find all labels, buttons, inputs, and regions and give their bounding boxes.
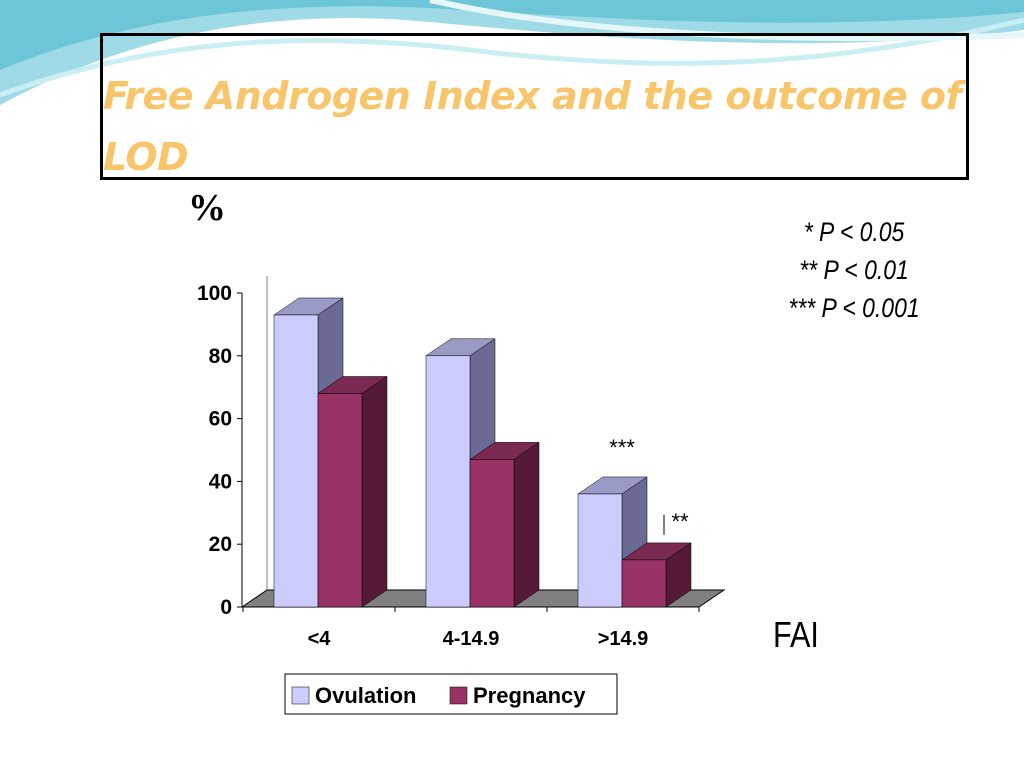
slide-title: Free Androgen Index and the outcome of L… <box>103 74 962 179</box>
significance-key: * P < 0.05 ** P < 0.01 *** P < 0.001 <box>738 213 970 327</box>
y-tick-label: 80 <box>209 345 232 368</box>
y-tick-label: 40 <box>209 470 232 493</box>
bar-pregnancy <box>621 559 667 608</box>
bar-side <box>513 441 540 608</box>
bar-side <box>361 376 388 608</box>
bar-pregnancy <box>317 393 363 608</box>
x-tick-label: <4 <box>308 628 332 650</box>
bar-pregnancy <box>469 459 515 608</box>
y-tick-label: 60 <box>209 408 232 431</box>
bar-ovulation <box>425 355 471 608</box>
x-tick-label: >14.9 <box>598 628 649 650</box>
legend-label: Pregnancy <box>473 683 586 708</box>
title-frame <box>100 33 969 180</box>
legend-swatch <box>449 686 468 705</box>
header-wave-decoration <box>0 0 1024 105</box>
y-tick-label: 100 <box>197 282 232 305</box>
x-tick-label: 4-14.9 <box>443 628 500 650</box>
x-axis-title: FAI <box>773 614 819 655</box>
significance-key-line: * P < 0.05 <box>803 217 905 247</box>
significance-annotation: *** <box>609 435 635 460</box>
bar-ovulation <box>273 314 319 608</box>
legend-label: Ovulation <box>315 683 416 708</box>
significance-annotation: ** <box>671 509 689 534</box>
significance-key-line: ** P < 0.01 <box>799 255 909 285</box>
legend-swatch <box>291 686 310 705</box>
y-unit-label: % <box>188 187 226 229</box>
y-tick-label: 20 <box>209 533 232 556</box>
significance-key-line: *** P < 0.001 <box>788 293 920 323</box>
bar-ovulation <box>577 493 623 608</box>
y-tick-label: 0 <box>220 596 232 619</box>
